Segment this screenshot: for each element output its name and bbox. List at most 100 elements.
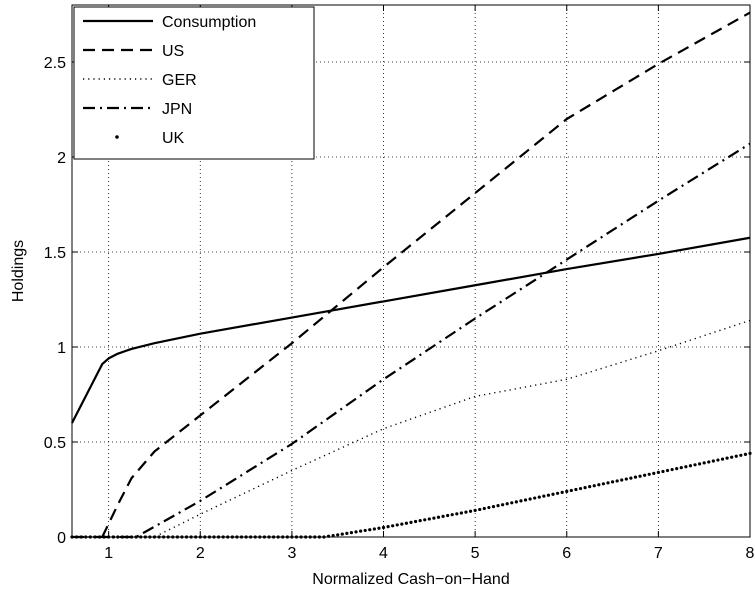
x-tick-label: 7: [654, 545, 663, 562]
series-uk-marker: [381, 525, 386, 530]
series-uk-marker: [423, 518, 427, 522]
series-uk-marker: [446, 513, 450, 518]
series-uk-marker: [588, 485, 592, 489]
series-uk-marker: [514, 500, 518, 504]
series-uk-marker: [354, 530, 358, 534]
series-uk-marker: [569, 488, 573, 493]
series-uk-marker: [615, 479, 619, 483]
series-uk-marker: [418, 519, 422, 523]
x-tick-label: 1: [104, 545, 113, 562]
series-uk-marker: [592, 484, 596, 488]
series-uk-marker: [450, 513, 454, 517]
series-uk-marker: [684, 465, 688, 469]
series-uk-marker: [633, 475, 638, 479]
series-uk-marker: [400, 522, 404, 526]
series-uk-marker: [560, 490, 564, 494]
y-tick-label: 0.5: [44, 435, 66, 452]
series-uk-marker: [473, 508, 477, 512]
series-uk-marker: [363, 528, 367, 533]
legend: Consumption US GER JPN UK: [73, 6, 315, 160]
series-ger-line: [72, 319, 751, 538]
series-uk-marker: [652, 471, 656, 475]
series-uk-marker: [665, 468, 670, 473]
series-uk-marker: [743, 452, 748, 456]
series-uk-marker: [707, 460, 711, 464]
series-uk-marker: [597, 483, 601, 487]
x-tick-label: 5: [471, 545, 480, 562]
series-uk-marker: [670, 467, 674, 472]
series-uk-marker: [487, 505, 491, 510]
x-tick-label: 2: [196, 545, 205, 562]
series-uk: [70, 451, 752, 539]
series-uk-marker: [372, 527, 376, 531]
plot-frame: [71, 4, 751, 538]
x-tick-label: 8: [746, 545, 755, 562]
series-uk-marker: [359, 529, 363, 533]
series-uk-marker: [377, 526, 381, 530]
series-uk-marker: [688, 464, 693, 468]
series-uk-marker: [331, 533, 335, 538]
series-uk-marker: [578, 486, 583, 491]
series-uk-marker: [555, 491, 560, 495]
series-uk-marker: [720, 457, 725, 461]
y-tick-label: 2: [57, 150, 66, 167]
series-uk-marker: [386, 525, 390, 529]
series-uk-marker: [537, 495, 541, 499]
x-tick-label: 6: [562, 545, 571, 562]
series-uk-marker: [638, 474, 642, 478]
series-uk-marker: [656, 470, 660, 474]
legend-label-jpn: JPN: [162, 101, 192, 118]
tick-labels: 1 2 3 4 5 6 7 8 0 0.5 1 1.5 2 2.5: [44, 55, 755, 562]
series-consumption-line: [71, 236, 751, 424]
series-uk-marker: [340, 532, 344, 536]
series-uk-marker: [702, 461, 706, 465]
y-tick-label: 1: [57, 340, 66, 357]
legend-label-ger: GER: [162, 72, 197, 89]
series-uk-marker: [395, 523, 399, 527]
series-uk-marker: [505, 502, 509, 506]
series-uk-marker: [620, 478, 624, 482]
legend-swatch-uk: [115, 135, 119, 139]
y-tick-label: 0: [57, 530, 66, 547]
x-axis-label: Normalized Cash−on−Hand: [312, 571, 509, 588]
series-uk-marker: [565, 489, 569, 493]
series-uk-marker: [693, 463, 697, 467]
series-uk-marker: [491, 505, 496, 509]
series-uk-marker: [427, 517, 431, 521]
series-uk-marker: [468, 509, 473, 513]
series-uk-marker: [345, 531, 349, 535]
series-uk-marker: [482, 506, 486, 511]
legend-label-consumption: Consumption: [162, 14, 256, 31]
series-uk-marker: [725, 456, 729, 460]
series-uk-marker: [409, 520, 413, 524]
series-uk-marker: [739, 453, 743, 457]
series-uk-marker: [336, 533, 340, 537]
series-uk-marker: [647, 472, 651, 476]
series-uk-marker: [610, 480, 615, 484]
series-uk-marker: [519, 499, 523, 503]
series-uk-marker: [413, 519, 418, 524]
series-uk-marker: [349, 531, 354, 535]
series-uk-marker: [528, 497, 532, 501]
y-tick-label: 2.5: [44, 55, 66, 72]
series-uk-marker: [661, 469, 665, 474]
legend-label-uk: UK: [162, 130, 185, 147]
series-uk-marker: [478, 507, 482, 512]
series-uk-marker: [698, 462, 702, 466]
x-tick-label: 4: [379, 545, 388, 562]
series-jpn-line: [72, 142, 751, 539]
series-us-line: [101, 11, 751, 538]
series-uk-marker: [679, 466, 683, 470]
series-uk-marker: [734, 454, 738, 458]
series-uk-marker: [368, 528, 372, 532]
series-uk-marker: [716, 458, 720, 462]
x-tick-label: 3: [287, 545, 296, 562]
series-uk-marker: [643, 473, 647, 477]
legend-box: [73, 6, 315, 160]
series-uk-marker: [496, 504, 500, 508]
series-uk-marker: [436, 515, 441, 519]
series-uk-marker: [432, 516, 436, 520]
y-axis-label: Holdings: [10, 240, 27, 302]
series-uk-marker: [601, 482, 606, 486]
